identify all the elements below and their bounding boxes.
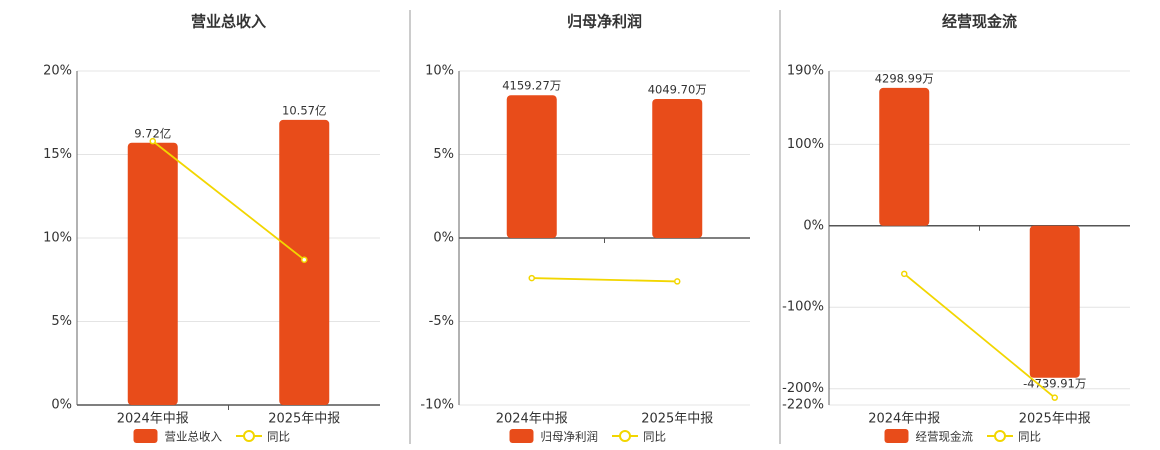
y-tick-label: -220% (782, 398, 824, 413)
line (531, 277, 678, 283)
chart-title: 营业总收入 (191, 13, 266, 31)
line (903, 273, 1056, 399)
legend-marker (994, 430, 1006, 442)
value-label: 9.72亿 (134, 126, 171, 140)
value-label: -4739.91万 (1023, 376, 1086, 390)
y-tick-label: 0% (51, 398, 72, 413)
legend-label: 经营现金流 (916, 430, 974, 444)
legend-label: 归母净利润 (541, 430, 599, 444)
x-tick-label: 2024年中报 (496, 412, 568, 427)
legend-swatch (509, 429, 534, 443)
bar (127, 142, 178, 405)
y-tick-label: 190% (787, 64, 824, 79)
y-tick-label: 0% (433, 231, 454, 246)
line-point (1051, 394, 1058, 401)
line (152, 140, 305, 261)
legend-label: 同比 (1018, 430, 1041, 444)
y-tick-label: 100% (787, 137, 824, 152)
line-point (674, 278, 681, 285)
y-tick-label: -100% (782, 300, 824, 315)
bar (879, 87, 930, 226)
legend-marker (619, 430, 631, 442)
bar (1029, 225, 1080, 378)
legend-label: 同比 (643, 430, 666, 444)
y-tick-label: 15% (43, 147, 72, 162)
legend-swatch (884, 429, 909, 443)
y-tick-label: -10% (420, 398, 454, 413)
y-tick-label: -5% (429, 314, 454, 329)
legend-swatch (133, 429, 158, 443)
value-label: 4049.70万 (648, 82, 707, 96)
legend-marker (243, 430, 255, 442)
line-point (301, 256, 308, 263)
x-tick-label: 2024年中报 (868, 412, 940, 427)
y-tick-label: 20% (43, 64, 72, 79)
line-point (901, 270, 908, 278)
x-tick-label: 2025年中报 (268, 412, 340, 427)
y-tick-label: 5% (433, 147, 454, 162)
y-tick-label: 10% (425, 64, 454, 79)
line-point (528, 274, 535, 282)
y-tick-label: -200% (782, 381, 824, 396)
x-tick-label: 2025年中报 (641, 412, 713, 427)
bar (652, 98, 703, 238)
value-label: 4159.27万 (502, 79, 561, 93)
legend-label: 营业总收入 (165, 430, 223, 444)
y-tick-label: 5% (51, 314, 72, 329)
bar (506, 95, 557, 239)
legend-label: 同比 (267, 430, 290, 444)
chart-title: 经营现金流 (942, 13, 1017, 31)
value-label: 4298.99万 (875, 71, 934, 85)
chart-title: 归母净利润 (567, 13, 642, 31)
y-tick-label: 10% (43, 231, 72, 246)
x-tick-label: 2024年中报 (117, 412, 189, 427)
y-tick-label: 0% (803, 218, 824, 233)
x-tick-label: 2025年中报 (1019, 412, 1091, 427)
line-point (149, 137, 156, 145)
value-label: 10.57亿 (282, 103, 326, 117)
